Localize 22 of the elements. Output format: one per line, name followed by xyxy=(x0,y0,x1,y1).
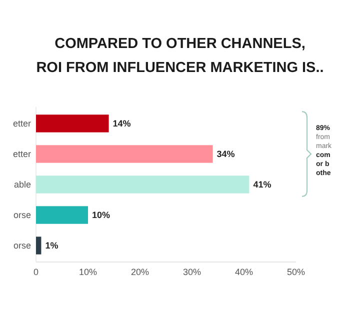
data-label: 10% xyxy=(92,210,110,220)
x-tick-label: 0 xyxy=(33,267,39,277)
bar xyxy=(36,145,213,163)
data-label: 34% xyxy=(216,149,235,160)
x-tick-label: 50% xyxy=(286,267,306,277)
y-tick-label: orse xyxy=(13,210,31,220)
y-tick-label: etter xyxy=(12,118,31,129)
x-tick-label: 20% xyxy=(130,267,150,277)
bar xyxy=(36,114,109,132)
y-tick-label: etter xyxy=(12,149,31,160)
data-label: 1% xyxy=(45,240,58,251)
bar xyxy=(36,176,250,194)
y-tick-label: orse xyxy=(13,240,31,251)
data-label: 14% xyxy=(112,118,131,129)
x-tick-label: 10% xyxy=(78,267,98,277)
chart-title: COMPARED TO OTHER CHANNELS, ROI FROM INFLUENCER MARKETING IS.. xyxy=(36,36,324,76)
x-tick-label: 40% xyxy=(234,267,254,277)
x-tick-label: 30% xyxy=(182,267,202,277)
bar xyxy=(36,206,88,224)
data-label: 41% xyxy=(253,180,272,190)
y-tick-label: able xyxy=(14,180,31,190)
bar xyxy=(36,236,42,254)
